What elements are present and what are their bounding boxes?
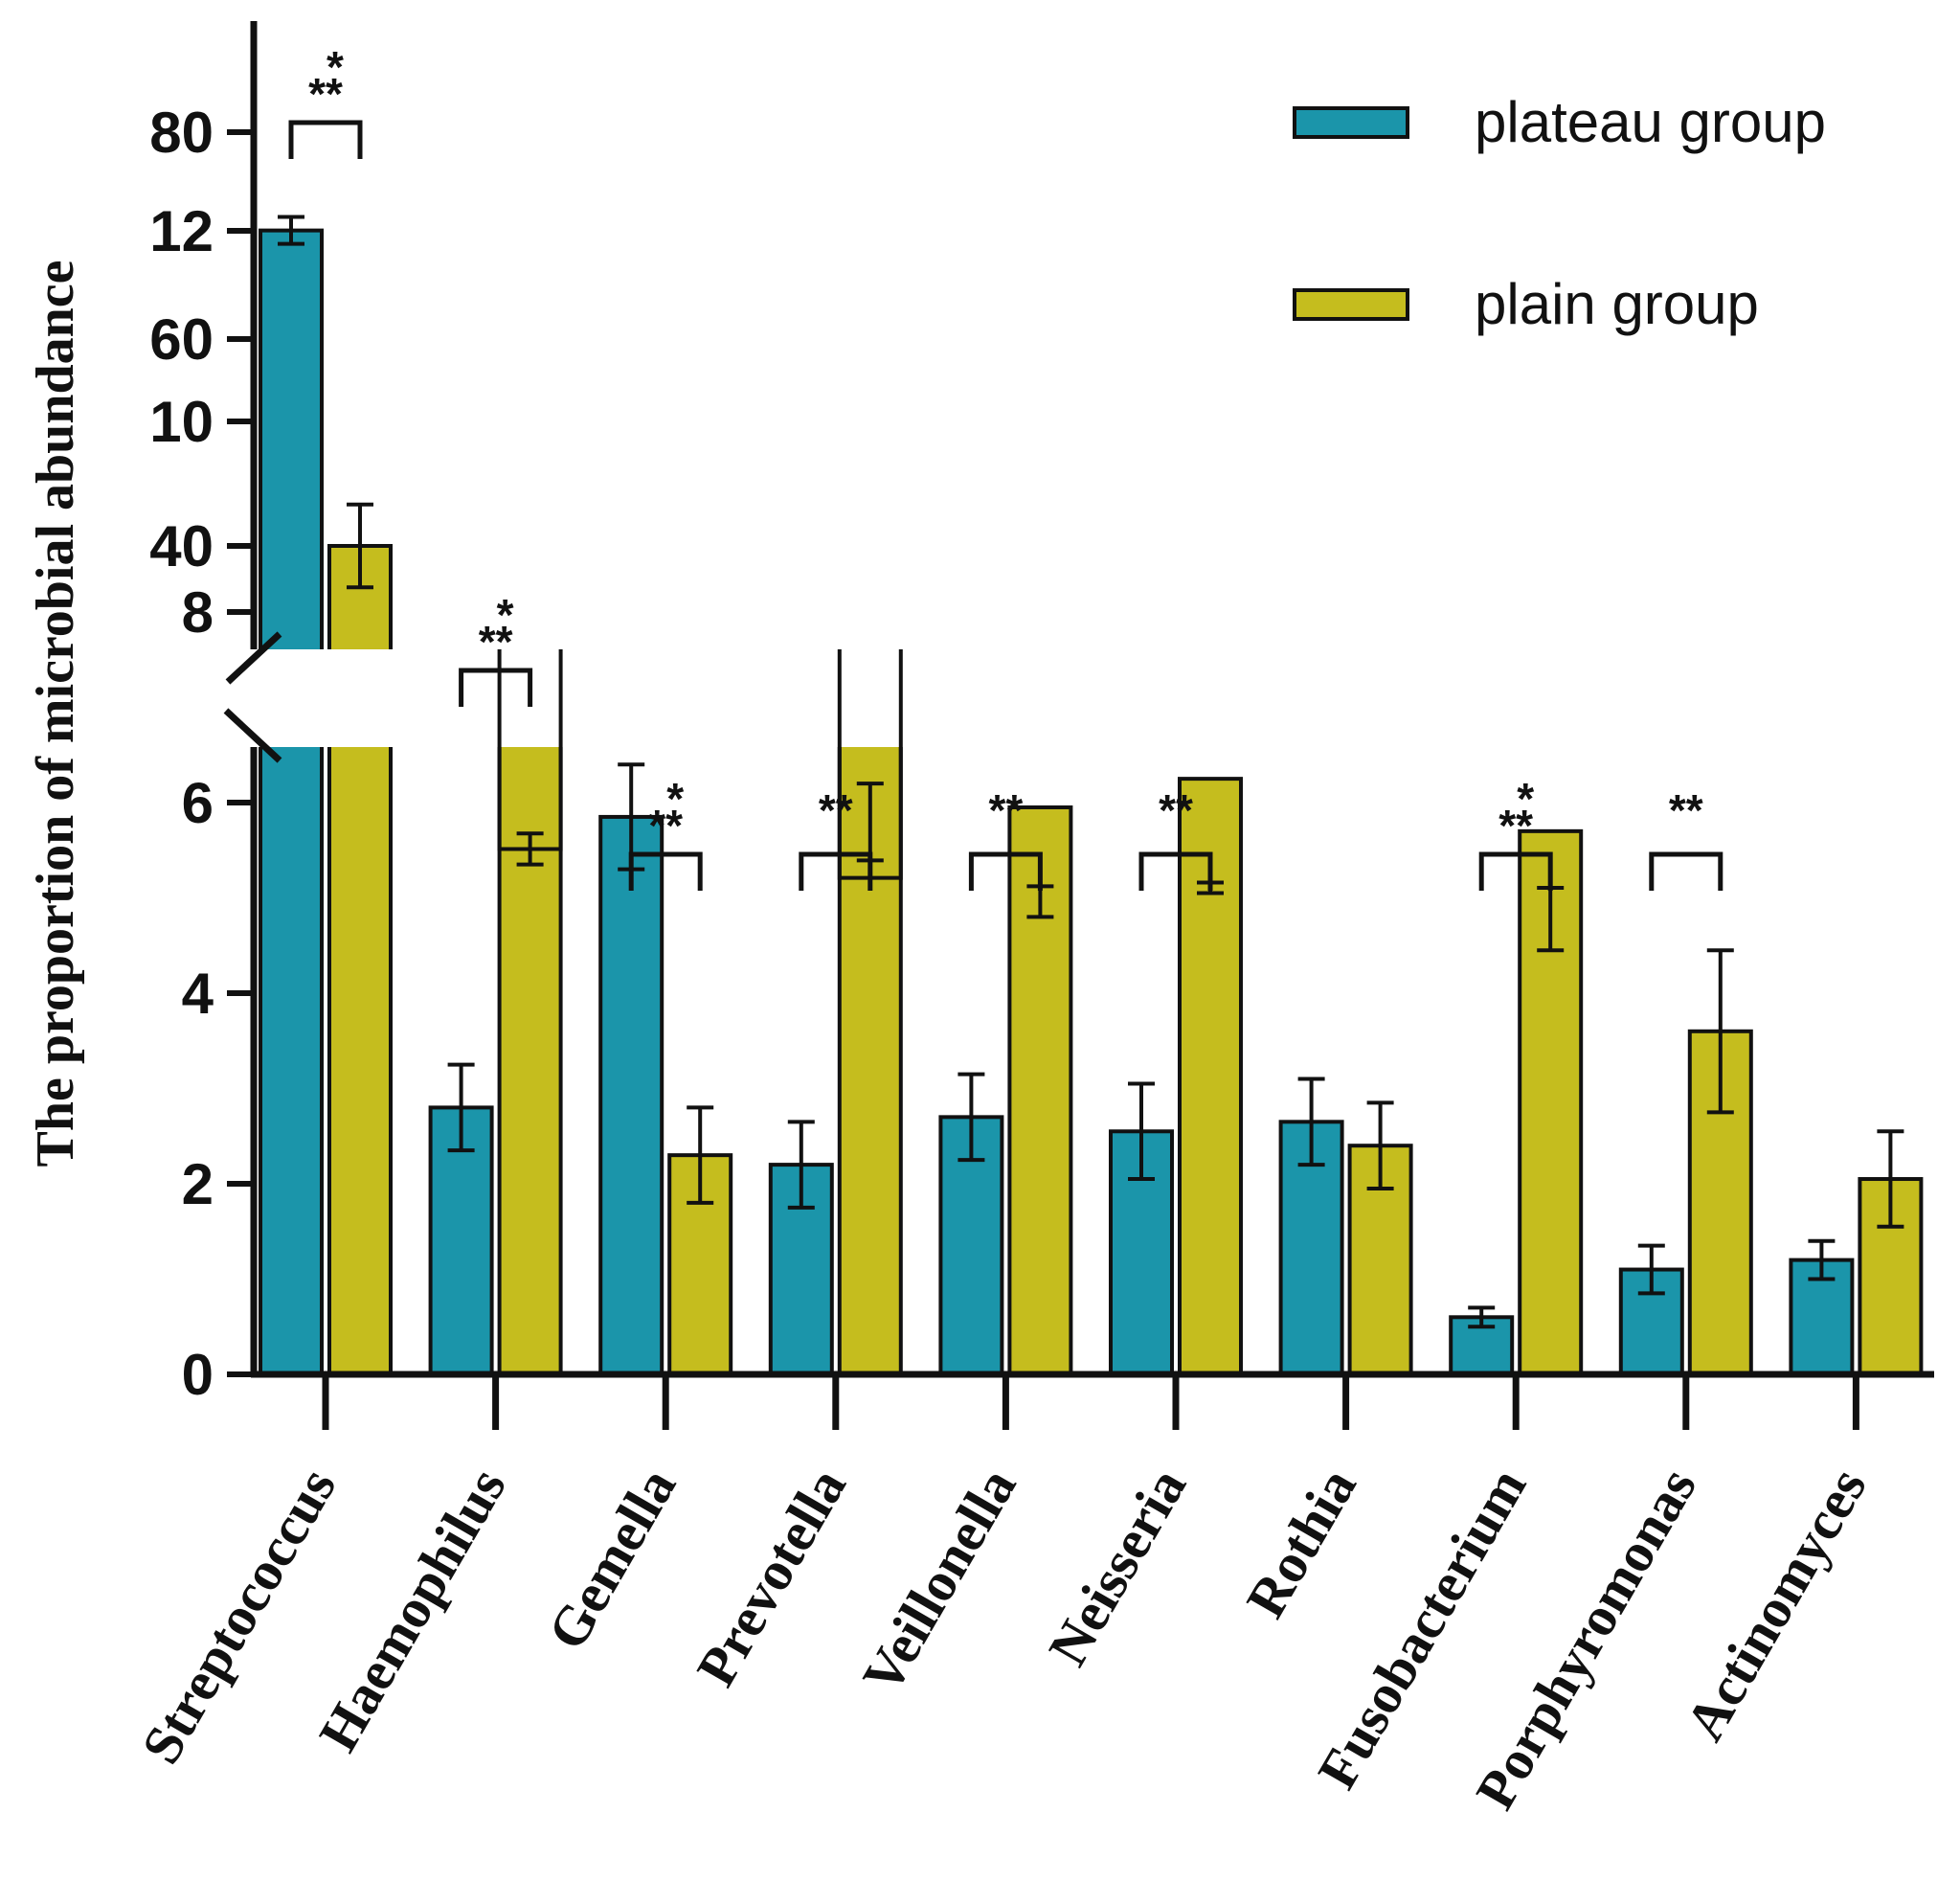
y-tick-label: 2 [182,1152,214,1216]
significance-stars: ** [479,617,513,667]
category-label: Neisseria [1036,1458,1198,1676]
category-label: Rothia [1234,1458,1368,1628]
significance-bracket-porphyromonas [1652,854,1721,891]
category-label: Gemella [535,1458,687,1660]
legend-swatch-plateau [1295,108,1408,137]
bar-plateau-streptococcus-upper [260,231,322,649]
y-tick-label: 8 [182,580,214,645]
legend-swatch-plain [1295,290,1408,319]
y-tick-label: 10 [149,390,214,454]
y-tick-label: 60 [149,307,214,372]
bar-plateau-gemella [600,817,662,1374]
bar-plateau-streptococcus-lower [260,747,322,1374]
y-tick-label: 40 [149,514,214,578]
legend-label: plateau group [1475,90,1826,154]
category-label: Prevotella [685,1458,858,1696]
category-label: Actinomyces [1674,1458,1879,1751]
significance-stars: ** [1159,785,1193,835]
significance-bracket-haemophilus [462,670,530,707]
y-axis-title: The proportion of microbial abundance [26,261,85,1167]
bar-chart: 024681012406080StreptococcusHaemophilus G… [0,0,1960,1881]
significance-stars: ** [648,801,683,850]
significance-stars: ** [1669,785,1703,835]
significance-stars: ** [988,785,1023,835]
y-tick-label: 12 [149,199,214,263]
legend: plateau group plain group [1295,90,1826,336]
y-tick-label: 4 [182,962,214,1026]
bar-plain-streptococcus-lower [329,747,391,1374]
significance-stars: ** [1498,801,1533,850]
significance-stars: ** [308,69,343,119]
y-tick-label: 0 [182,1343,214,1407]
category-label: Veillonella [850,1458,1028,1704]
y-tick-label: 80 [149,101,214,165]
legend-label: plain group [1475,272,1759,336]
significance-bracket-streptococcus [291,123,360,159]
significance-stars: ** [819,785,853,835]
y-tick-label: 6 [182,771,214,835]
